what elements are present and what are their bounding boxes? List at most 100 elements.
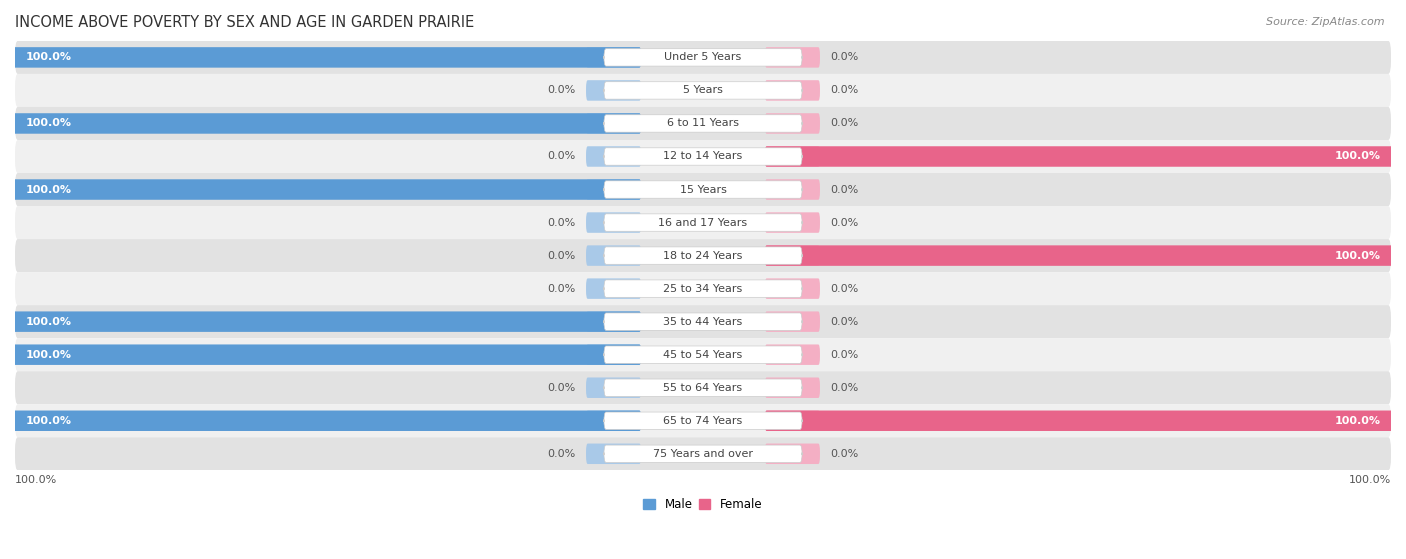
FancyBboxPatch shape: [0, 311, 641, 332]
FancyBboxPatch shape: [605, 214, 801, 231]
FancyBboxPatch shape: [586, 311, 641, 332]
Text: Source: ZipAtlas.com: Source: ZipAtlas.com: [1267, 17, 1385, 27]
Text: 0.0%: 0.0%: [831, 383, 859, 393]
Text: 100.0%: 100.0%: [15, 475, 58, 485]
FancyBboxPatch shape: [586, 245, 641, 266]
Text: 100.0%: 100.0%: [1334, 250, 1381, 260]
Text: 0.0%: 0.0%: [831, 53, 859, 63]
Text: 100.0%: 100.0%: [1348, 475, 1391, 485]
FancyBboxPatch shape: [605, 115, 801, 132]
Legend: Male, Female: Male, Female: [638, 494, 768, 516]
FancyBboxPatch shape: [765, 146, 820, 167]
FancyBboxPatch shape: [15, 74, 1391, 107]
Text: 5 Years: 5 Years: [683, 86, 723, 96]
Text: 0.0%: 0.0%: [547, 283, 575, 293]
Text: 0.0%: 0.0%: [831, 217, 859, 228]
FancyBboxPatch shape: [0, 47, 641, 68]
FancyBboxPatch shape: [605, 247, 801, 264]
Text: 0.0%: 0.0%: [547, 86, 575, 96]
FancyBboxPatch shape: [586, 80, 641, 101]
Text: 100.0%: 100.0%: [25, 119, 72, 129]
Text: 75 Years and over: 75 Years and over: [652, 449, 754, 459]
Text: 0.0%: 0.0%: [831, 350, 859, 359]
FancyBboxPatch shape: [765, 179, 820, 200]
Text: 0.0%: 0.0%: [831, 184, 859, 195]
FancyBboxPatch shape: [586, 443, 641, 464]
FancyBboxPatch shape: [586, 377, 641, 398]
FancyBboxPatch shape: [15, 371, 1391, 404]
Text: 0.0%: 0.0%: [547, 217, 575, 228]
FancyBboxPatch shape: [765, 278, 820, 299]
FancyBboxPatch shape: [15, 404, 1391, 437]
FancyBboxPatch shape: [765, 47, 820, 68]
FancyBboxPatch shape: [765, 443, 820, 464]
FancyBboxPatch shape: [586, 146, 641, 167]
Text: 0.0%: 0.0%: [547, 250, 575, 260]
Text: 35 to 44 Years: 35 to 44 Years: [664, 316, 742, 326]
FancyBboxPatch shape: [15, 173, 1391, 206]
FancyBboxPatch shape: [0, 113, 641, 134]
Text: 0.0%: 0.0%: [547, 383, 575, 393]
Text: 0.0%: 0.0%: [831, 283, 859, 293]
Text: 0.0%: 0.0%: [831, 449, 859, 459]
FancyBboxPatch shape: [605, 346, 801, 363]
Text: 15 Years: 15 Years: [679, 184, 727, 195]
Text: 0.0%: 0.0%: [831, 86, 859, 96]
FancyBboxPatch shape: [15, 140, 1391, 173]
FancyBboxPatch shape: [15, 437, 1391, 470]
FancyBboxPatch shape: [765, 245, 820, 266]
FancyBboxPatch shape: [765, 113, 820, 134]
Text: 0.0%: 0.0%: [547, 151, 575, 162]
FancyBboxPatch shape: [765, 410, 820, 431]
Text: 25 to 34 Years: 25 to 34 Years: [664, 283, 742, 293]
FancyBboxPatch shape: [765, 80, 820, 101]
FancyBboxPatch shape: [765, 377, 820, 398]
FancyBboxPatch shape: [605, 49, 801, 66]
FancyBboxPatch shape: [605, 379, 801, 396]
Text: 65 to 74 Years: 65 to 74 Years: [664, 416, 742, 426]
FancyBboxPatch shape: [765, 311, 820, 332]
FancyBboxPatch shape: [586, 47, 641, 68]
FancyBboxPatch shape: [586, 410, 641, 431]
FancyBboxPatch shape: [605, 313, 801, 330]
FancyBboxPatch shape: [765, 245, 1406, 266]
FancyBboxPatch shape: [586, 212, 641, 233]
Text: 45 to 54 Years: 45 to 54 Years: [664, 350, 742, 359]
FancyBboxPatch shape: [765, 212, 820, 233]
FancyBboxPatch shape: [765, 146, 1406, 167]
Text: 55 to 64 Years: 55 to 64 Years: [664, 383, 742, 393]
FancyBboxPatch shape: [15, 305, 1391, 338]
FancyBboxPatch shape: [605, 412, 801, 429]
FancyBboxPatch shape: [586, 113, 641, 134]
Text: 100.0%: 100.0%: [25, 184, 72, 195]
Text: 100.0%: 100.0%: [25, 316, 72, 326]
Text: 0.0%: 0.0%: [831, 119, 859, 129]
Text: 100.0%: 100.0%: [25, 416, 72, 426]
FancyBboxPatch shape: [605, 181, 801, 198]
FancyBboxPatch shape: [586, 278, 641, 299]
Text: Under 5 Years: Under 5 Years: [665, 53, 741, 63]
FancyBboxPatch shape: [605, 445, 801, 462]
FancyBboxPatch shape: [605, 280, 801, 297]
Text: INCOME ABOVE POVERTY BY SEX AND AGE IN GARDEN PRAIRIE: INCOME ABOVE POVERTY BY SEX AND AGE IN G…: [15, 15, 474, 30]
FancyBboxPatch shape: [586, 179, 641, 200]
FancyBboxPatch shape: [15, 206, 1391, 239]
FancyBboxPatch shape: [15, 272, 1391, 305]
FancyBboxPatch shape: [605, 82, 801, 99]
Text: 100.0%: 100.0%: [25, 53, 72, 63]
Text: 0.0%: 0.0%: [831, 316, 859, 326]
FancyBboxPatch shape: [605, 148, 801, 165]
FancyBboxPatch shape: [15, 107, 1391, 140]
Text: 0.0%: 0.0%: [547, 449, 575, 459]
Text: 6 to 11 Years: 6 to 11 Years: [666, 119, 740, 129]
FancyBboxPatch shape: [0, 179, 641, 200]
Text: 100.0%: 100.0%: [1334, 416, 1381, 426]
Text: 12 to 14 Years: 12 to 14 Years: [664, 151, 742, 162]
FancyBboxPatch shape: [765, 410, 1406, 431]
FancyBboxPatch shape: [0, 344, 641, 365]
FancyBboxPatch shape: [15, 338, 1391, 371]
Text: 16 and 17 Years: 16 and 17 Years: [658, 217, 748, 228]
FancyBboxPatch shape: [15, 239, 1391, 272]
FancyBboxPatch shape: [586, 344, 641, 365]
Text: 100.0%: 100.0%: [25, 350, 72, 359]
